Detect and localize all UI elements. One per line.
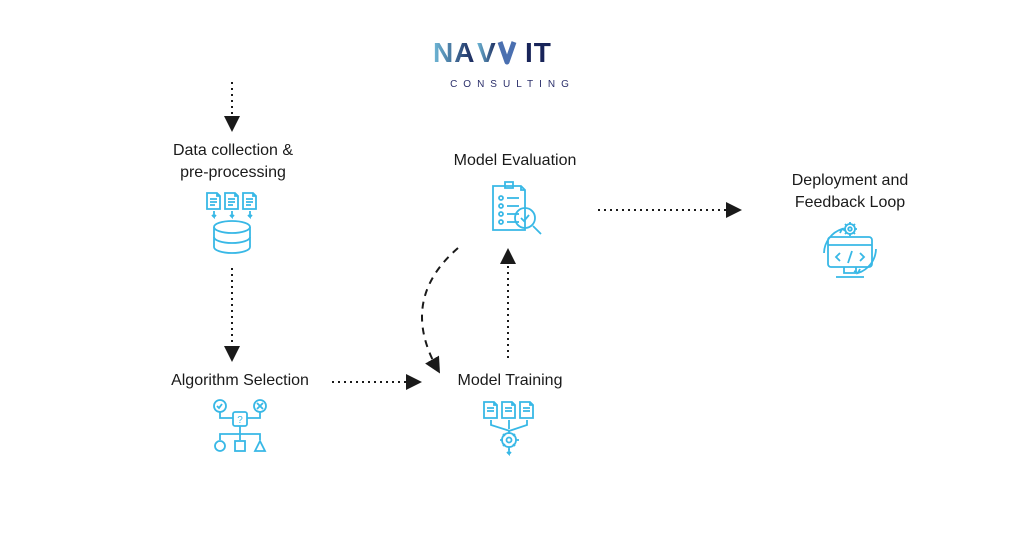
arrow-eval-to-deploy [0, 0, 1024, 536]
diagram-canvas: NA V IT CONSULTING Data collection & pre… [0, 0, 1024, 536]
